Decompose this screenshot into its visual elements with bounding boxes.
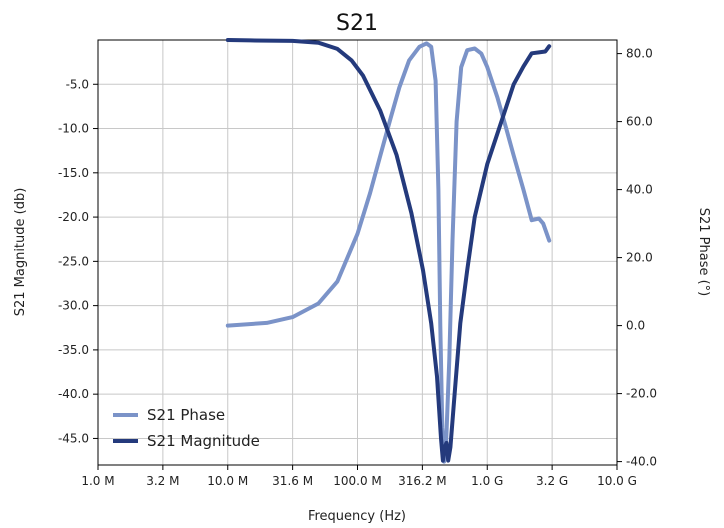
y-left-tick-label: -15.0 [58,166,89,180]
x-tick-label: 3.2 M [146,474,179,488]
y-right-tick-label: 20.0 [626,251,653,265]
legend-label-phase: S21 Phase [147,406,225,424]
x-tick-label: 1.0 G [471,474,503,488]
x-tick-label: 10.0 M [207,474,248,488]
legend: S21 Phase S21 Magnitude [113,406,260,450]
y-left-tick-label: -35.0 [58,343,89,357]
series-line-phase [225,41,552,464]
y-right-tick-label: -40.0 [626,455,657,469]
grid [97,40,618,465]
y-left-tick-label: -20.0 [58,210,89,224]
x-tick-label: 316.2 M [398,474,447,488]
y-left-tick-label: -10.0 [58,122,89,136]
x-tick-label: 31.6 M [272,474,313,488]
y-right-tick-label: -20.0 [626,387,657,401]
legend-label-magnitude: S21 Magnitude [147,432,260,450]
series-layer [225,38,552,464]
x-tick-label: 100.0 M [333,474,382,488]
y-right-tick-label: 60.0 [626,115,653,129]
x-axis-label: Frequency (Hz) [308,509,406,524]
y-right-tick-label: 80.0 [626,47,653,61]
x-tick-label: 10.0 G [597,474,637,488]
y-right-tick-label: 0.0 [626,319,645,333]
x-tick-label: 1.0 M [81,474,114,488]
axes: 1.0 M 3.2 M 10.0 M 31.6 M 100.0 M 316.2 M 1.0 … [58,47,657,488]
y-axis-left-label: S21 Magnitude (db) [13,188,28,317]
y-left-tick-label: -25.0 [58,254,89,268]
y-left-tick-label: -45.0 [58,431,89,445]
y-right-tick-label: 40.0 [626,183,653,197]
y-left-tick-label: -40.0 [58,387,89,401]
y-axis-right-label: S21 Phase (°) [696,208,711,297]
y-left-tick-label: -30.0 [58,299,89,313]
chart-title: S21 [336,11,378,36]
series-line-magnitude [225,38,552,463]
y-left-tick-label: -5.0 [66,77,89,91]
x-tick-label: 3.2 G [536,474,568,488]
